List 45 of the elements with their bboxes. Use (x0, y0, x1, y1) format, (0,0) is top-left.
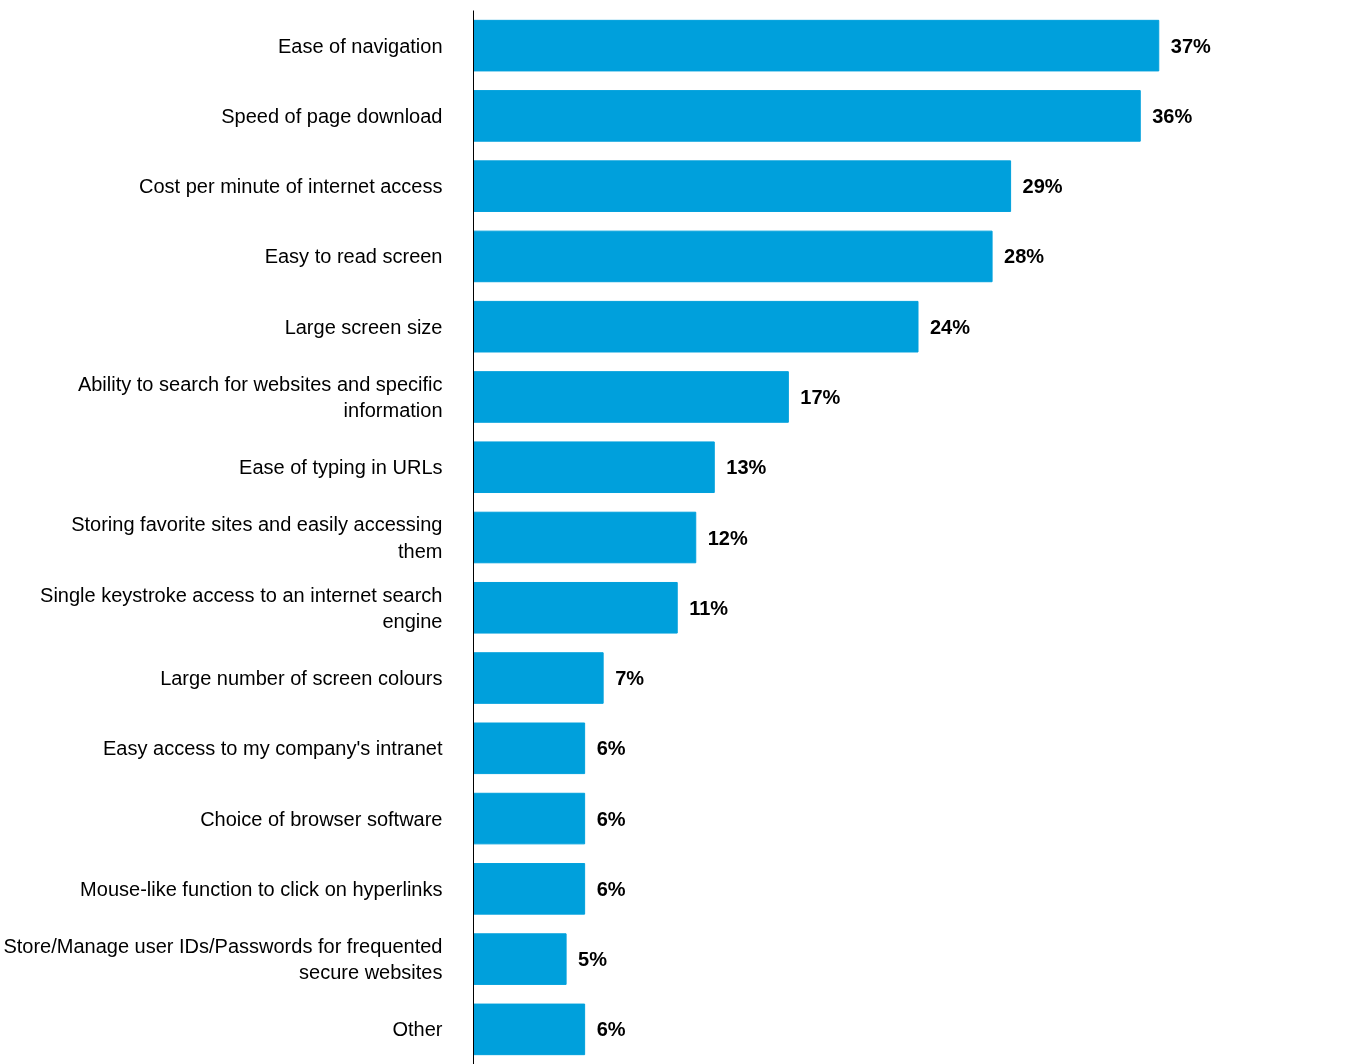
y-tick-label: Store/Manage user IDs/Passwords for frequented secure websites (3, 934, 443, 984)
y-tick-label: Other (392, 1018, 443, 1041)
y-tick-label: Storing favorite sites and easily accessing them (71, 513, 443, 562)
bar (473, 160, 1012, 212)
data-label: 6% (596, 737, 626, 760)
data-label: 37% (1170, 34, 1212, 57)
bar (473, 300, 919, 353)
y-tick-label: Cost per minute of internet access (139, 175, 443, 198)
data-label: 17% (800, 385, 841, 408)
bar (473, 371, 789, 423)
y-tick-label: Mouse-like function to click on hyperlinks (80, 877, 443, 900)
data-label: 12% (707, 526, 748, 549)
bar (473, 581, 678, 634)
y-tick-label: Choice of browser software (200, 807, 443, 830)
bar (473, 722, 586, 775)
y-tick-label: Ease of navigation (277, 34, 443, 57)
bar (473, 1003, 586, 1056)
y-tick-label: Single keystroke access to an internet search engine (40, 583, 443, 632)
bar (473, 652, 604, 704)
data-label: 6% (596, 807, 626, 830)
data-label: 5% (578, 948, 608, 971)
bar (473, 19, 1160, 72)
data-label: 28% (1004, 245, 1045, 268)
data-label: 29% (1022, 175, 1063, 198)
bar (473, 792, 586, 845)
y-tick-label: Large screen size (284, 315, 443, 338)
y-tick-label: Easy to read screen (264, 245, 443, 268)
data-label: 6% (596, 1018, 626, 1041)
data-label: 7% (615, 667, 645, 690)
data-label: 24% (930, 315, 971, 338)
bar (473, 230, 993, 283)
y-tick-label: Ease of typing in URLs (239, 456, 443, 479)
bar (473, 933, 567, 985)
data-label: 11% (689, 596, 729, 619)
bar (473, 90, 1141, 142)
y-tick-label: Ability to search for websites and specific information (77, 372, 443, 422)
y-tick-label: Large number of screen colours (160, 667, 443, 690)
y-tick-label: Easy access to my company's intranet (102, 737, 443, 760)
data-label: 36% (1152, 104, 1193, 127)
data-label: 13% (726, 456, 767, 479)
bar (473, 863, 586, 915)
bar (473, 441, 715, 494)
bar (473, 511, 697, 564)
y-tick-label: Speed of page download (221, 104, 443, 127)
data-label: 6% (596, 877, 626, 900)
